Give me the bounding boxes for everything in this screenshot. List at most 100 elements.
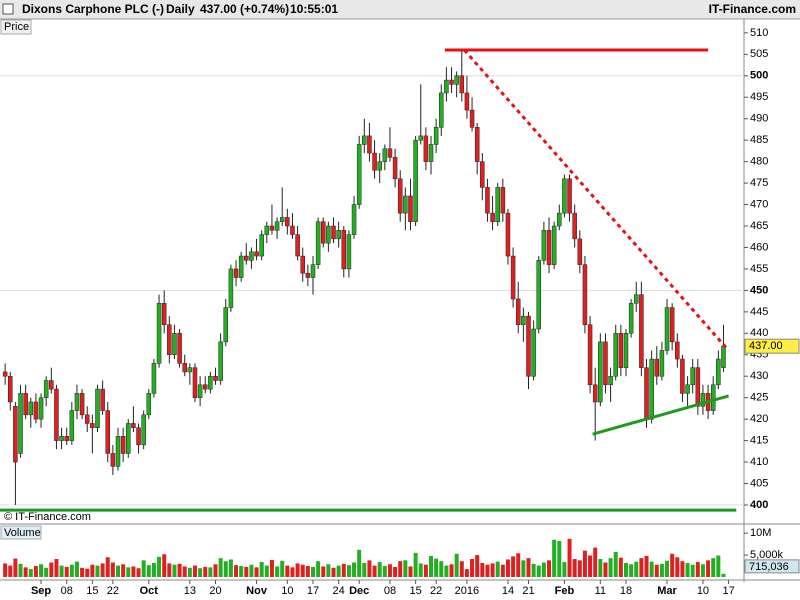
- volume-bar: [511, 556, 516, 577]
- volume-bar: [280, 560, 285, 577]
- volume-bar: [151, 562, 156, 577]
- candle-body: [18, 393, 23, 454]
- candle-body: [695, 367, 701, 407]
- volume-bar: [439, 561, 444, 577]
- candle-body: [238, 255, 244, 278]
- volume-bar: [64, 566, 69, 577]
- candle-body: [613, 333, 618, 377]
- candle-body: [598, 341, 603, 403]
- candle-body: [120, 436, 126, 454]
- x-tick-label: 20: [209, 585, 221, 597]
- volume-bar: [629, 564, 634, 577]
- candle-body: [336, 230, 341, 240]
- volume-bar: [141, 560, 146, 577]
- y-tick-label: 500: [750, 70, 768, 82]
- volume-bar: [357, 549, 362, 577]
- x-tick-label: 24: [333, 585, 345, 597]
- candle-body: [500, 187, 506, 214]
- last-price-label: 437.00: [749, 340, 783, 352]
- candle-body: [480, 161, 485, 188]
- candle-body: [208, 375, 213, 390]
- volume-bar: [259, 562, 264, 577]
- volume-bar: [295, 563, 300, 577]
- y-tick-label: 420: [750, 413, 768, 425]
- x-tick-label: 15: [86, 585, 98, 597]
- candle-body: [464, 92, 470, 111]
- volume-bar: [39, 564, 44, 577]
- menu-icon[interactable]: [2, 3, 14, 15]
- candle-body: [439, 92, 444, 128]
- candle-body: [310, 264, 316, 278]
- volume-bar: [198, 568, 203, 577]
- volume-bar: [95, 565, 100, 577]
- candle-body: [244, 255, 249, 261]
- volume-bar: [234, 565, 239, 577]
- x-tick-label: 10: [697, 585, 709, 597]
- volume-bar: [547, 560, 552, 577]
- volume-bar: [403, 560, 408, 577]
- volume-bar: [80, 567, 85, 577]
- candle-body: [505, 212, 511, 257]
- candle-body: [300, 255, 305, 274]
- volume-bar: [567, 538, 572, 577]
- volume-bar: [162, 554, 167, 577]
- volume-bar: [685, 562, 690, 577]
- volume-bar: [110, 562, 115, 577]
- y-tick-label: 475: [750, 177, 768, 189]
- volume-bar: [218, 558, 223, 577]
- candle-body: [592, 384, 598, 403]
- volume-bar: [665, 560, 670, 577]
- volume-bar: [285, 565, 290, 577]
- volume-bar: [490, 563, 495, 577]
- x-tick-label: Feb: [555, 585, 575, 597]
- volume-bar: [552, 539, 557, 577]
- y-tick-label: 485: [750, 134, 768, 146]
- candle-body: [182, 363, 187, 373]
- volume-bar: [100, 563, 105, 577]
- volume-bar: [408, 566, 413, 577]
- volume-bar: [116, 565, 121, 577]
- candle-body: [161, 303, 167, 325]
- candle-body: [490, 212, 495, 222]
- volume-bar: [321, 566, 326, 577]
- volume-bar: [182, 566, 187, 577]
- x-tick-label: 21: [522, 585, 534, 597]
- candle-body: [721, 345, 726, 368]
- candle-body: [603, 341, 608, 386]
- volume-bar: [382, 566, 387, 577]
- volume-bar: [429, 555, 434, 577]
- x-tick-label: 08: [384, 585, 396, 597]
- volume-bar: [59, 565, 64, 577]
- volume-bar: [706, 560, 711, 577]
- candle-body: [577, 238, 583, 265]
- candle-body: [387, 148, 393, 158]
- candle-body: [562, 178, 567, 214]
- volume-bar: [716, 555, 721, 577]
- volume-bar: [459, 561, 464, 577]
- volume-bar: [3, 563, 8, 577]
- volume-bar: [362, 562, 367, 577]
- x-tick-label: 17: [307, 585, 319, 597]
- candle-body: [521, 315, 526, 325]
- volume-bar: [305, 566, 310, 577]
- volume-label: Volume: [4, 527, 41, 539]
- candle-body: [54, 388, 59, 441]
- candle-body: [536, 260, 542, 330]
- volume-bar: [203, 566, 208, 577]
- candle-body: [546, 230, 552, 265]
- candle-body: [510, 255, 516, 300]
- candle-body: [59, 436, 64, 441]
- candle-body: [413, 139, 418, 222]
- volume-bar: [377, 562, 382, 577]
- volume-bar: [639, 558, 644, 577]
- y-tick-label: 440: [750, 327, 768, 339]
- x-tick-label: 14: [502, 585, 514, 597]
- candle-body: [587, 324, 593, 386]
- candle-body: [141, 414, 146, 446]
- candle-body: [618, 333, 624, 368]
- volume-bar: [475, 555, 480, 577]
- volume-bar: [121, 564, 126, 577]
- x-tick-label: 11: [595, 585, 606, 597]
- volume-bar: [18, 563, 23, 577]
- volume-bar: [675, 557, 680, 577]
